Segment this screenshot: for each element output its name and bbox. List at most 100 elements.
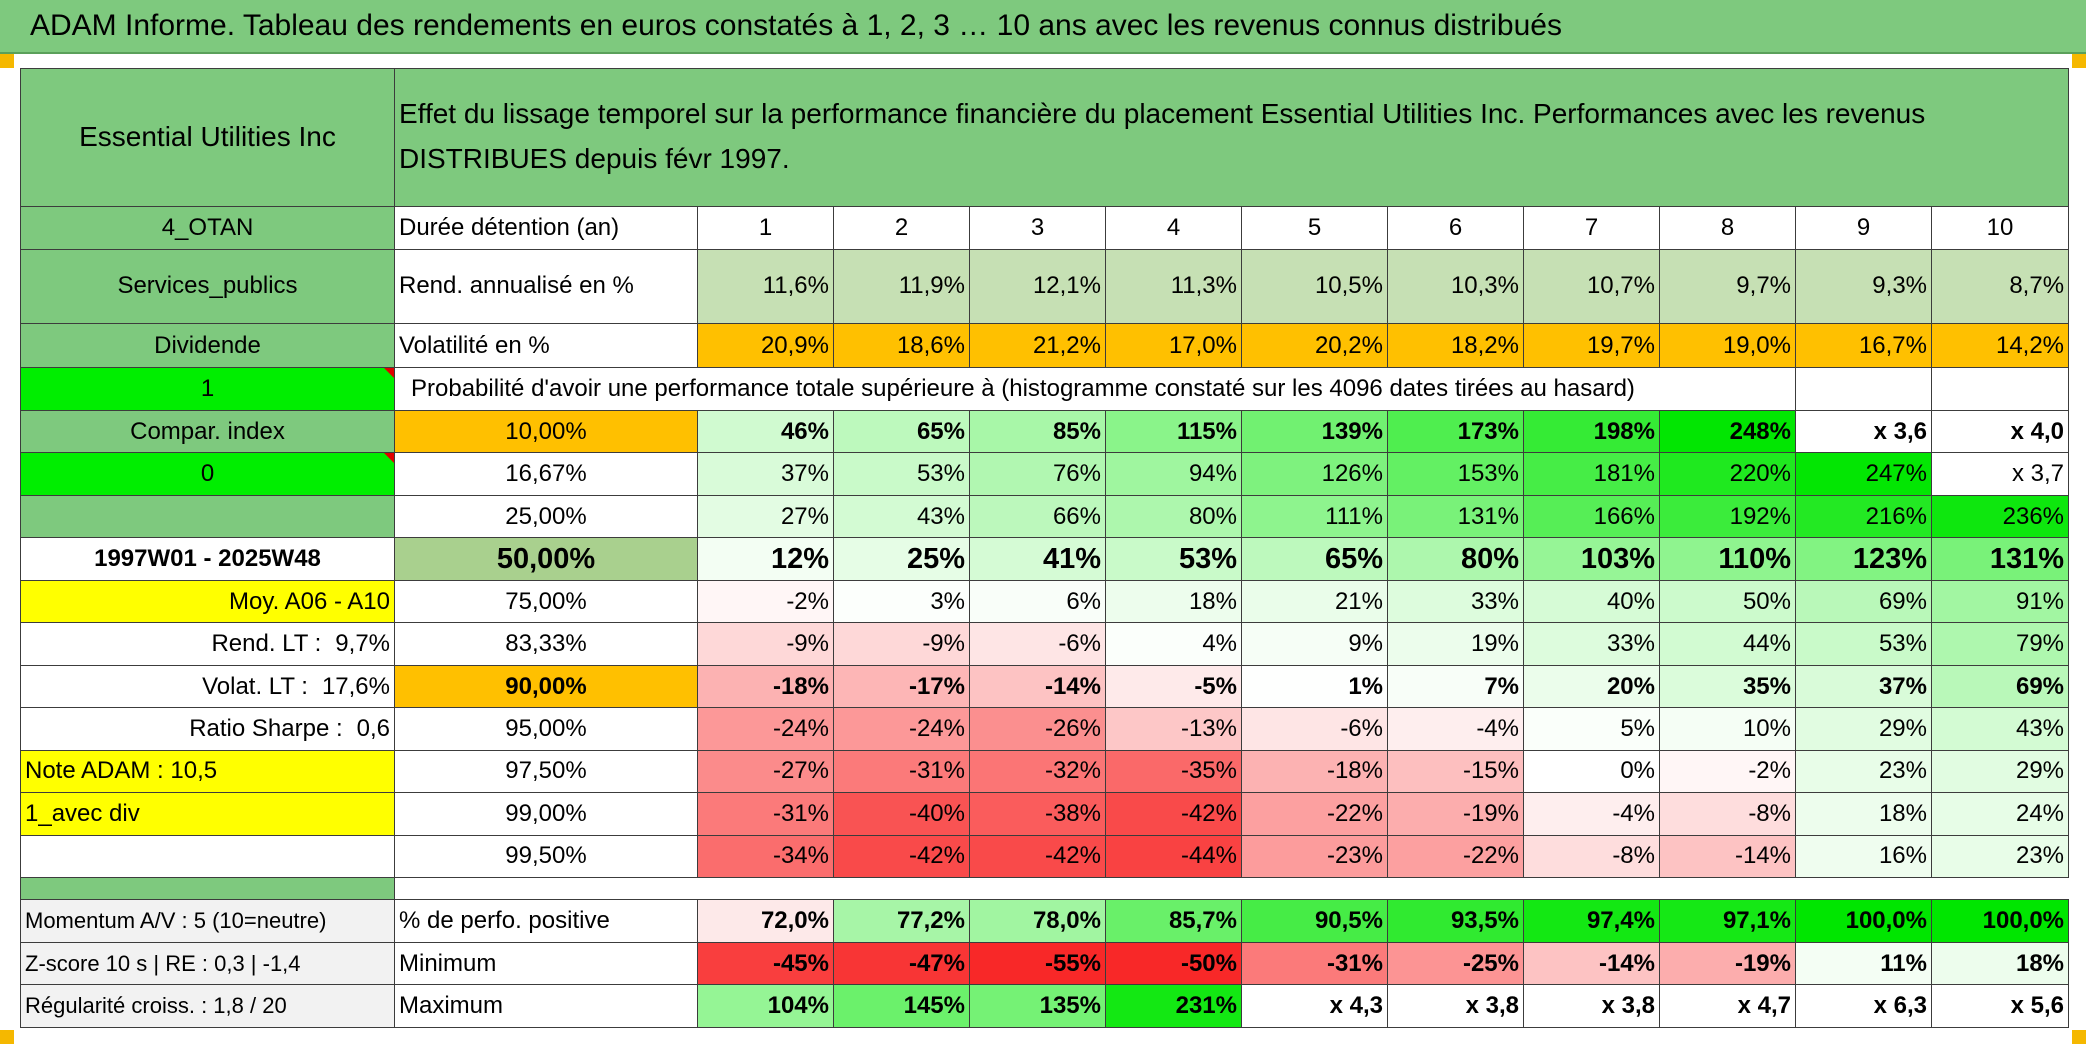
maximum-value: 145% (833, 984, 970, 1028)
moy-cell: Moy. A06 - A10 (20, 579, 395, 624)
percentile-value: 66% (969, 494, 1106, 539)
metric-label: Volat. LT : (202, 672, 308, 700)
rend-value: 10,7% (1523, 249, 1660, 324)
positive-value: 100,0% (1795, 899, 1932, 943)
positive-value: 97,1% (1659, 899, 1796, 943)
percentile-value: -23% (1241, 834, 1388, 879)
vol-value: 17,0% (1105, 322, 1242, 369)
percentile-value: 46% (697, 409, 834, 454)
percentile-value: -24% (697, 707, 834, 751)
positive-value: 97,4% (1523, 899, 1660, 943)
spacer (395, 878, 2069, 900)
percentile-value: 35% (1659, 664, 1796, 709)
percentile-value: 9% (1241, 622, 1388, 666)
metric-label: Rend. LT : (211, 630, 322, 658)
positive-value: 90,5% (1241, 899, 1388, 943)
percentile-label: 25,00% (394, 494, 698, 539)
percentile-label: 83,33% (394, 622, 698, 666)
percentile-value: 53% (1795, 622, 1932, 666)
percentile-value: 181% (1523, 452, 1660, 496)
minimum-value: -47% (833, 941, 970, 986)
metric-value: 17,6% (321, 672, 390, 700)
corner-marker (2072, 1030, 2086, 1044)
year-header: 4 (1105, 205, 1242, 251)
percentile-value: 216% (1795, 494, 1932, 539)
percentile-value: 80% (1105, 494, 1242, 539)
vol-value: 20,9% (697, 322, 834, 369)
percentile-value: -8% (1659, 792, 1796, 836)
percentile-value: 20% (1523, 664, 1660, 709)
percentile-label: 99,00% (394, 792, 698, 836)
flag-zero-cell: 0 (20, 452, 395, 496)
empty-left-cell (20, 834, 395, 879)
rend-label: Rend. annualisé en % (394, 249, 698, 324)
percentile-value: 80% (1387, 537, 1524, 581)
rend-value: 9,3% (1795, 249, 1932, 324)
percentile-value: 29% (1795, 707, 1932, 751)
percentile-value: x 4,0 (1930, 409, 2070, 454)
percentile-label: 16,67% (394, 452, 698, 496)
maximum-label: Maximum (394, 984, 698, 1028)
rend-value: 10,3% (1387, 249, 1524, 324)
percentile-value: 33% (1387, 579, 1524, 624)
percentile-label: 97,50% (394, 749, 698, 794)
percentile-value: 25% (833, 537, 970, 581)
percentile-value: 40% (1523, 579, 1660, 624)
rend-lt-cell: Rend. LT : 9,7% (20, 622, 395, 666)
minimum-value: 11% (1795, 941, 1932, 986)
percentile-value: -31% (697, 792, 834, 836)
positive-value: 85,7% (1105, 899, 1242, 943)
corner-marker (2072, 54, 2086, 68)
percentile-value: -26% (969, 707, 1106, 751)
percentile-value: -24% (833, 707, 970, 751)
percentile-value: 91% (1930, 579, 2070, 624)
percentile-value: 7% (1387, 664, 1524, 709)
title-bar: ADAM Informe. Tableau des rendements en … (0, 0, 2086, 54)
percentile-value: 29% (1930, 749, 2070, 794)
maximum-value: 135% (969, 984, 1106, 1028)
percentile-value: -2% (1659, 749, 1796, 794)
percentile-value: -42% (1105, 792, 1242, 836)
percentile-value: 44% (1659, 622, 1796, 666)
percentile-value: -19% (1387, 792, 1524, 836)
percentile-value: 18% (1105, 579, 1242, 624)
metric-value: 0,6 (356, 715, 390, 742)
percentile-value: -31% (833, 749, 970, 794)
note-cell: Note ADAM : 10,5 (20, 749, 395, 794)
code-cell: 4_OTAN (20, 205, 395, 251)
percentile-value: -6% (969, 622, 1106, 666)
percentile-value: 53% (1105, 537, 1242, 581)
percentile-value: x 3,6 (1795, 409, 1932, 454)
percentile-value: 3% (833, 579, 970, 624)
percentile-value: -9% (833, 622, 970, 666)
positive-value: 77,2% (833, 899, 970, 943)
corner-marker (0, 54, 14, 68)
percentile-value: -27% (697, 749, 834, 794)
percentile-value: 43% (833, 494, 970, 539)
minimum-value: -25% (1387, 941, 1524, 986)
positive-value: 93,5% (1387, 899, 1524, 943)
percentile-value: -5% (1105, 664, 1242, 709)
percentile-value: -44% (1105, 834, 1242, 879)
percentile-value: 33% (1523, 622, 1660, 666)
percentile-value: 1% (1241, 664, 1388, 709)
empty-cell (1795, 367, 1932, 411)
percentile-value: 103% (1523, 537, 1660, 581)
percentile-value: 6% (969, 579, 1106, 624)
minimum-value: 18% (1930, 941, 2070, 986)
percentile-value: -22% (1241, 792, 1388, 836)
percentile-value: 115% (1105, 409, 1242, 454)
percentile-value: -6% (1241, 707, 1388, 751)
percentile-value: 65% (1241, 537, 1388, 581)
empty-cell (1930, 367, 2070, 411)
minimum-value: -45% (697, 941, 834, 986)
positive-value: 100,0% (1930, 899, 2070, 943)
rend-value: 12,1% (969, 249, 1106, 324)
year-header: 7 (1523, 205, 1660, 251)
percentile-label: 95,00% (394, 707, 698, 751)
rend-value: 8,7% (1930, 249, 2070, 324)
compar-index-cell: Compar. index (20, 409, 395, 454)
percentile-label: 75,00% (394, 579, 698, 624)
percentile-value: -38% (969, 792, 1106, 836)
percentile-value: 10% (1659, 707, 1796, 751)
